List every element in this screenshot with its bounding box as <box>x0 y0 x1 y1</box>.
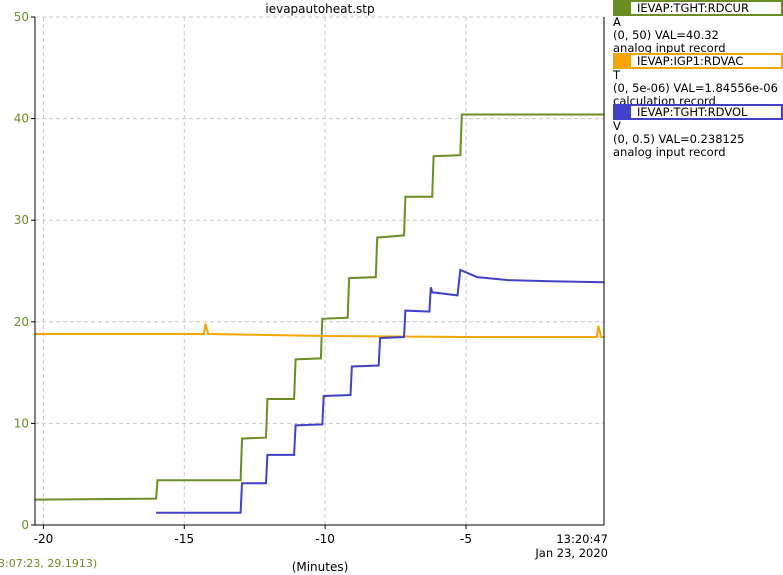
x-tick-label: -15 <box>174 532 194 546</box>
legend-item-rdvac[interactable]: IEVAP:IGP1:RDVAC T (0, 5e-06) VAL=1.8455… <box>613 53 783 108</box>
legend-range-val: (0, 0.5) VAL=0.238125 <box>613 132 745 146</box>
legend-range-val: (0, 50) VAL=40.32 <box>613 28 719 42</box>
legend-unit: T <box>613 68 621 82</box>
gridlines <box>35 16 604 525</box>
x-tick-label: -20 <box>34 532 54 546</box>
series-line-0 <box>34 113 604 501</box>
y-tick-label: 20 <box>14 315 29 329</box>
cursor-readout: 3:07:23, 29.1913) <box>0 557 98 570</box>
y-tick-label: 30 <box>14 213 29 227</box>
axes: 0 10 20 30 40 50 -20 -15 -10 -5 <box>14 10 605 546</box>
y-tick-label: 0 <box>21 518 29 532</box>
end-time: 13:20:47 <box>556 532 608 546</box>
end-date: Jan 23, 2020 <box>535 546 608 560</box>
legend-swatch <box>615 106 631 118</box>
legend-header[interactable]: IEVAP:IGP1:RDVAC <box>613 53 783 69</box>
y-tick-label: 10 <box>14 416 29 430</box>
y-tick-label: 50 <box>14 10 29 24</box>
legend-swatch <box>615 2 631 14</box>
legend-item-rdvol[interactable]: IEVAP:TGHT:RDVOL V (0, 0.5) VAL=0.238125… <box>613 104 783 159</box>
legend-unit: A <box>613 15 621 29</box>
legend-record-type: analog input record <box>613 41 726 55</box>
legend-swatch <box>615 55 631 67</box>
x-axis-label: (Minutes) <box>291 560 349 574</box>
legend-header[interactable]: IEVAP:TGHT:RDCUR <box>613 0 783 16</box>
legend-header[interactable]: IEVAP:TGHT:RDVOL <box>613 104 783 120</box>
legend-record-type: analog input record <box>613 145 726 159</box>
series-layer <box>34 113 605 514</box>
x-tick-label: -5 <box>460 532 472 546</box>
legend-channel: IEVAP:TGHT:RDVOL <box>637 105 748 119</box>
legend-range-val: (0, 5e-06) VAL=1.84556e-06 <box>613 81 778 95</box>
x-tick-label: -10 <box>315 532 335 546</box>
y-tick-label: 40 <box>14 112 29 126</box>
legend-unit: V <box>613 119 621 133</box>
chart-title: ievapautoheat.stp <box>265 2 375 16</box>
end-timestamp: 13:20:47 Jan 23, 2020 <box>520 532 608 560</box>
legend-channel: IEVAP:IGP1:RDVAC <box>637 54 744 68</box>
legend-channel: IEVAP:TGHT:RDCUR <box>637 1 749 15</box>
plot-area <box>35 17 604 525</box>
series-line-2 <box>156 268 605 514</box>
legend-item-rdcur[interactable]: IEVAP:TGHT:RDCUR A (0, 50) VAL=40.32 ana… <box>613 0 783 55</box>
